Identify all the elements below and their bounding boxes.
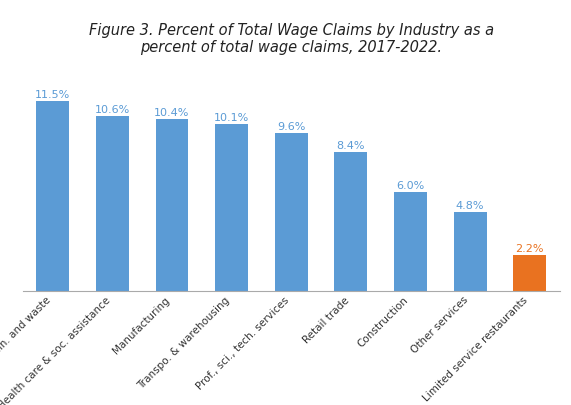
Text: 10.1%: 10.1% — [214, 113, 249, 123]
Bar — [275, 133, 308, 292]
Text: 4.8%: 4.8% — [456, 200, 484, 211]
Bar — [335, 153, 367, 292]
Bar — [155, 120, 188, 292]
Text: 10.4%: 10.4% — [154, 108, 190, 118]
Bar — [513, 255, 546, 292]
Bar — [37, 102, 69, 292]
Text: 9.6%: 9.6% — [277, 121, 305, 131]
Bar — [215, 125, 248, 292]
Text: 11.5%: 11.5% — [35, 90, 70, 100]
Text: 10.6%: 10.6% — [95, 105, 130, 115]
Text: 8.4%: 8.4% — [336, 141, 365, 151]
Title: Figure 3. Percent of Total Wage Claims by Industry as a
percent of total wage cl: Figure 3. Percent of Total Wage Claims b… — [89, 23, 494, 55]
Bar — [454, 212, 486, 292]
Bar — [96, 117, 128, 292]
Bar — [394, 193, 427, 292]
Text: 6.0%: 6.0% — [396, 181, 425, 191]
Text: 2.2%: 2.2% — [516, 243, 544, 253]
